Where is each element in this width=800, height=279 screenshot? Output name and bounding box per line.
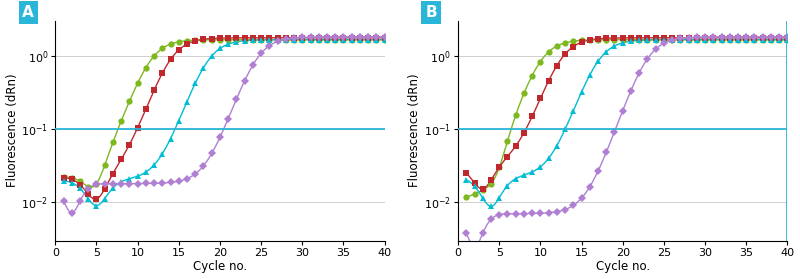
Y-axis label: Fluorescence (dRn): Fluorescence (dRn) xyxy=(408,74,422,187)
Y-axis label: Fluorescence (dRn): Fluorescence (dRn) xyxy=(6,74,18,187)
Text: B: B xyxy=(425,5,437,20)
Text: A: A xyxy=(22,5,34,20)
X-axis label: Cycle no.: Cycle no. xyxy=(596,260,650,273)
X-axis label: Cycle no.: Cycle no. xyxy=(193,260,247,273)
